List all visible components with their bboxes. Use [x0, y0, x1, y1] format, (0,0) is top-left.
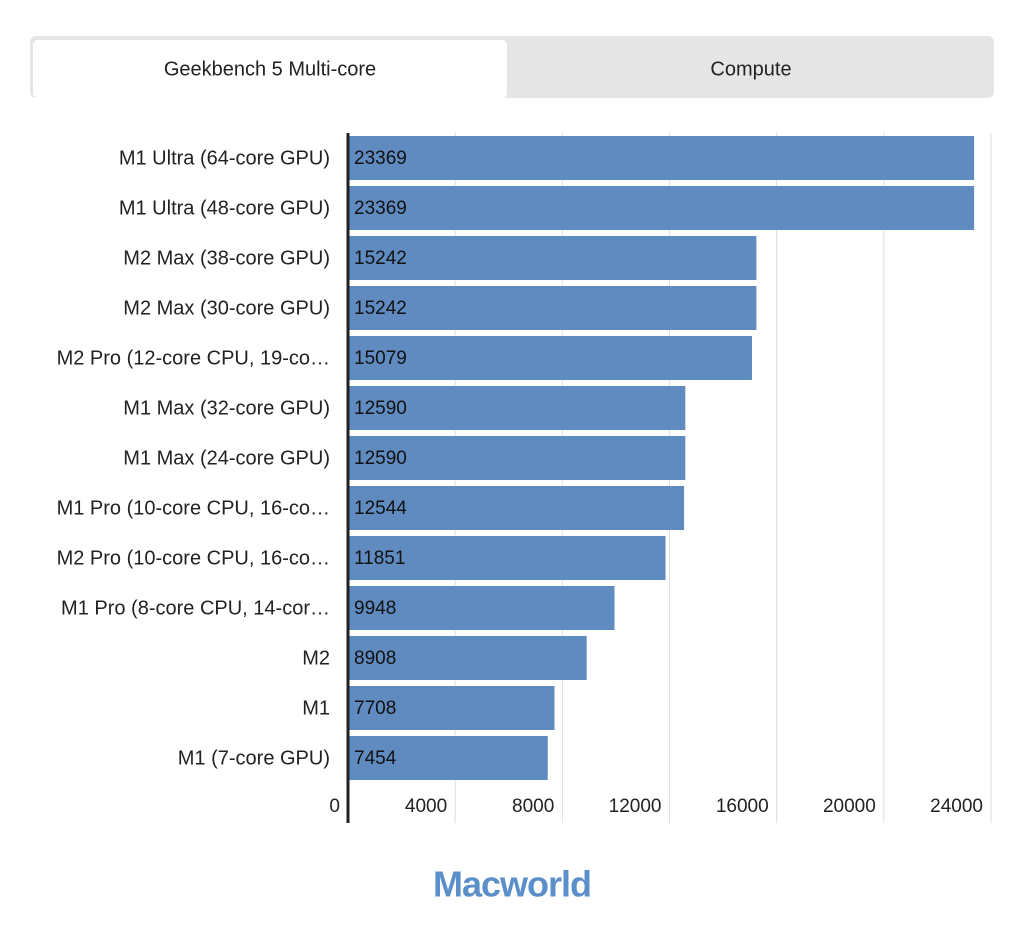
data-label: 9948	[354, 598, 396, 619]
y-tick-label: M1 Max (32-core GPU)	[123, 397, 330, 419]
bar	[348, 386, 686, 430]
data-label: 8908	[354, 648, 396, 669]
bar	[348, 236, 757, 280]
x-tick-label: 8000	[512, 796, 554, 817]
y-tick-label: M1 (7-core GPU)	[178, 747, 330, 769]
y-tick-label: M1 Max (24-core GPU)	[123, 447, 330, 469]
bar	[348, 186, 975, 230]
x-tick-label: 20000	[823, 796, 876, 817]
data-label: 23369	[354, 148, 407, 169]
data-label: 11851	[354, 548, 405, 569]
tab-label[interactable]: Geekbench 5 Multi-core	[164, 58, 376, 80]
y-tick-label: M2	[302, 647, 330, 669]
y-tick-label: M2 Max (30-core GPU)	[123, 297, 330, 319]
data-label: 12544	[354, 498, 407, 519]
data-label: 12590	[354, 448, 407, 469]
y-tick-label: M2 Max (38-core GPU)	[123, 247, 330, 269]
x-tick-label: 16000	[716, 796, 769, 817]
data-label: 23369	[354, 198, 407, 219]
bar	[348, 586, 615, 630]
bar	[348, 486, 685, 530]
y-tick-label: M1 Pro (8-core CPU, 14-cor…	[61, 597, 330, 619]
y-tick-label: M1 Ultra (48-core GPU)	[119, 197, 330, 219]
data-label: 7708	[354, 698, 396, 719]
bar	[348, 736, 548, 780]
tab-label[interactable]: Compute	[710, 58, 791, 80]
plot: 0 4000 8000 12000 16000 20000 24000 M1 Ultra (6…	[57, 133, 992, 823]
data-label: 15242	[354, 248, 407, 269]
y-tick-label: M1 Pro (10-core CPU, 16-co…	[57, 497, 330, 519]
data-label: 15242	[354, 298, 407, 319]
data-label: 7454	[354, 748, 397, 769]
data-label: 15079	[354, 348, 407, 369]
x-tick-label: 0	[329, 796, 340, 817]
y-tick-label: M1 Ultra (64-core GPU)	[119, 147, 330, 169]
bar	[348, 286, 757, 330]
bar	[348, 636, 587, 680]
y-tick-label: M2 Pro (10-core CPU, 16-co…	[57, 547, 330, 569]
bar	[348, 536, 666, 580]
data-label: 12590	[354, 398, 407, 419]
bar	[348, 686, 555, 730]
tab-active[interactable]	[33, 40, 507, 98]
x-tick-label: 24000	[930, 796, 983, 817]
bar	[348, 136, 975, 180]
bar	[348, 336, 752, 380]
x-tick-label: 12000	[609, 796, 662, 817]
y-tick-label: M2 Pro (12-core CPU, 19-co…	[57, 347, 330, 369]
y-tick-label: M1	[302, 697, 330, 719]
bar	[348, 436, 686, 480]
logo: Macworld	[433, 864, 591, 905]
x-tick-label: 4000	[405, 796, 447, 817]
